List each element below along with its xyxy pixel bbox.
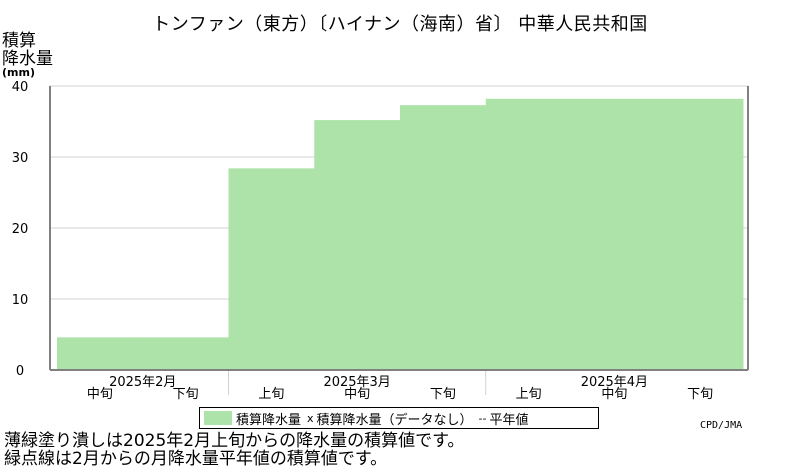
x-tick-label: 上旬 xyxy=(516,387,542,402)
x-month-label: 2025年4月 xyxy=(581,375,648,390)
legend-item-no-data: 積算降水量（データなし） xyxy=(316,412,473,428)
legend-item-accumulated: 積算降水量 xyxy=(236,412,302,428)
chart-title: トンファン（東方）〔ハイナン（海南）省〕 中華人民共和国 xyxy=(152,14,648,35)
legend-mark-x: x xyxy=(307,411,314,425)
area-step xyxy=(142,337,229,370)
x-tick-label: 下旬 xyxy=(430,387,456,402)
area-step xyxy=(400,105,487,371)
y-axis-label-line-1: 積算 xyxy=(2,31,36,51)
y-tick-label: 40 xyxy=(12,80,29,95)
x-tick-label: 中旬 xyxy=(87,387,113,402)
area-step xyxy=(571,98,658,370)
x-tick-label: 下旬 xyxy=(173,387,199,402)
y-tick-label: 0 xyxy=(16,364,24,379)
legend-swatch-fill xyxy=(204,411,232,425)
x-month-label: 2025年3月 xyxy=(323,375,390,390)
credit-text: CPD/JMA xyxy=(700,420,743,431)
y-axis-unit: (mm) xyxy=(2,66,35,79)
note-line-2: 緑点線は2月からの月降水量平年値の積算値です。 xyxy=(4,449,388,469)
y-axis-label-line-2: 降水量 xyxy=(2,49,53,69)
x-tick-label: 中旬 xyxy=(344,387,370,402)
area-step xyxy=(228,168,315,370)
area-step xyxy=(485,98,572,370)
legend-mark-dash: -- xyxy=(478,411,487,425)
y-tick-label: 10 xyxy=(12,293,29,308)
area-step xyxy=(314,120,401,370)
x-tick-label: 下旬 xyxy=(687,387,713,402)
note-line-1: 薄緑塗り潰しは2025年2月上旬からの降水量の積算値です。 xyxy=(4,431,465,451)
legend-item-normal: 平年値 xyxy=(489,412,529,428)
chart-legend: 積算降水量 x 積算降水量（データなし） -- 平年値 xyxy=(199,407,599,429)
area-step xyxy=(57,337,144,370)
x-month-label: 2025年2月 xyxy=(109,375,176,390)
x-tick-label: 上旬 xyxy=(258,387,284,402)
area-step xyxy=(657,98,744,370)
y-tick-label: 30 xyxy=(12,151,29,166)
y-tick-label: 20 xyxy=(12,222,29,237)
x-tick-label: 中旬 xyxy=(601,387,627,402)
